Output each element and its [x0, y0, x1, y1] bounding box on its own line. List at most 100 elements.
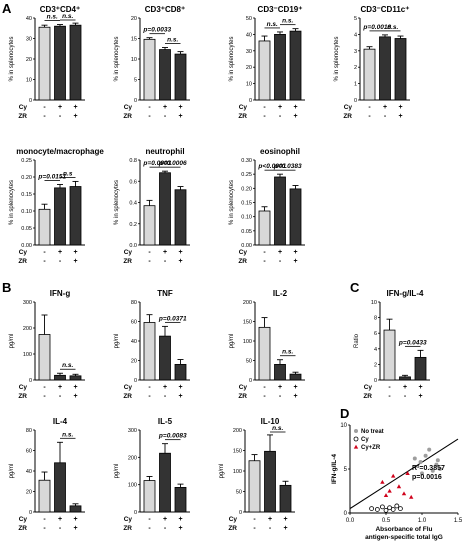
- y-tick-label-cd11c-0: 0: [354, 98, 357, 104]
- y-axis-label-tnf: pg/ml: [114, 334, 120, 349]
- bar-mono-1: [54, 187, 66, 246]
- y-tick-label-il10-3: 150: [233, 449, 242, 455]
- y-tick-label-mono-1: 0.05: [21, 226, 32, 232]
- group-label-zr-cd8: ZR: [123, 113, 132, 120]
- y-tick-label-eos-4: 0.20: [241, 186, 252, 192]
- bar-il4-0: [38, 479, 51, 513]
- y-tick-label-tnf-4: 80: [131, 300, 137, 306]
- sig-label-cd8-0: p=0.0033: [142, 27, 171, 34]
- zr-sign-il10-2: +: [283, 525, 287, 532]
- scatter-x-label-line1: Absorbance of Flu: [375, 526, 432, 533]
- zr-sign-il2-1: -: [279, 393, 282, 400]
- bar-il10-0: [248, 460, 261, 513]
- y-tick-label-cd8-0: 0: [134, 98, 137, 104]
- bar-chart-ratio: IFN-g/IL-4 Ratio 0 2 4 6 8 10 Cy ZR - + + - - + p=0.0433: [354, 289, 430, 400]
- cy-sign-tnf-1: +: [163, 384, 167, 391]
- legend-label-2: Cy+ZR: [361, 445, 381, 451]
- group-label-zr-ifng: ZR: [18, 393, 27, 400]
- cy-sign-il10-1: +: [268, 516, 272, 523]
- sig-label-mono-1: n.s: [63, 170, 73, 177]
- cy-sign-il4-0: -: [43, 516, 46, 523]
- chart-title-tnf: TNF: [157, 289, 173, 298]
- scatter-y-tick-label-0: 0: [344, 511, 348, 517]
- bar-il5-1: [159, 452, 171, 513]
- y-tick-label-il10-1: 50: [236, 490, 242, 496]
- scatter-x-label-line2: antigen-specific total IgG: [365, 534, 443, 541]
- cy-sign-tnf-0: -: [148, 384, 151, 391]
- bar-cd4-0: [38, 26, 51, 101]
- cy-sign-cd8-2: +: [178, 104, 182, 111]
- point-cyzr-3: [396, 484, 402, 489]
- group-label-zr-il2: ZR: [238, 393, 247, 400]
- sig-label-mono-0: p=0.0151: [37, 173, 66, 180]
- y-tick-label-il5-3: 300: [128, 428, 137, 434]
- point-cy-0: [369, 506, 375, 512]
- group-label-cy-il4: Cy: [19, 516, 28, 523]
- chart-title-cd4: CD3⁺CD4⁺: [40, 5, 80, 14]
- bar-neut-1: [159, 172, 171, 246]
- y-tick-label-mono-0: 0.00: [21, 243, 32, 249]
- group-label-zr-cd4: ZR: [18, 113, 27, 120]
- cy-sign-neut-0: -: [148, 249, 151, 256]
- sig-label-cd19-1: n.s.: [282, 18, 293, 25]
- scatter-y-label: IFN-g/IL-4: [331, 454, 338, 484]
- bar-mono-0: [38, 208, 51, 246]
- y-tick-label-cd4-3: 30: [26, 37, 32, 43]
- zr-sign-mono-0: -: [43, 258, 46, 265]
- cy-sign-ratio-0: -: [388, 384, 391, 391]
- group-label-cy-cd11c: Cy: [344, 104, 353, 111]
- cy-sign-cd19-0: -: [263, 104, 266, 111]
- chart-title-cd11c: CD3⁻CD11c⁺: [361, 5, 410, 14]
- y-tick-label-il10-2: 100: [233, 469, 242, 475]
- sig-label-neut-0: p=0.0003: [142, 160, 171, 167]
- zr-sign-il4-0: -: [43, 525, 46, 532]
- y-axis-label-il5: pg/ml: [114, 464, 120, 479]
- bar-ifng-1: [54, 374, 66, 381]
- y-tick-label-ratio-0: 0: [374, 378, 377, 384]
- y-tick-label-ratio-5: 10: [371, 300, 377, 306]
- group-label-zr-cd19: ZR: [238, 113, 247, 120]
- zr-sign-cd19-2: +: [293, 113, 297, 120]
- bar-cd11c-2: [394, 38, 407, 101]
- zr-sign-il4-2: +: [73, 525, 77, 532]
- y-tick-label-il4-0: 0: [29, 510, 32, 516]
- zr-sign-cd11c-0: -: [368, 113, 371, 120]
- chart-title-ratio: IFN-g/IL-4: [387, 289, 424, 298]
- sig-label-il2-0: n.s.: [282, 349, 293, 356]
- point-cy-2: [379, 504, 385, 510]
- sig-label-il4-0: n.s.: [62, 431, 73, 438]
- bar-eos-2: [289, 188, 302, 246]
- scatter-chart: 0.0 0.5 1.0 1.5 0 5 10 IFN-g/IL-4 Absorbance of …: [331, 423, 462, 541]
- y-tick-label-eos-1: 0.05: [241, 229, 252, 235]
- point-cyzr-4: [401, 491, 407, 496]
- scatter-y-tick-label-2: 10: [340, 423, 347, 429]
- y-tick-label-neut-4: 0.8: [129, 158, 137, 164]
- legend-label-1: Cy: [361, 437, 369, 443]
- cy-sign-il5-0: -: [148, 516, 151, 523]
- bar-il5-0: [143, 480, 156, 513]
- y-tick-label-cd8-1: 5: [134, 78, 137, 84]
- sig-label-cd11c-1: n.s.: [387, 24, 398, 31]
- y-axis-label-cd4: % in splenocytes: [9, 36, 15, 81]
- y-tick-label-cd19-0: 0: [249, 98, 252, 104]
- bar-ratio-1: [399, 376, 411, 381]
- group-label-cy-ifng: Cy: [19, 384, 28, 391]
- y-tick-label-ifng-0: 0: [29, 378, 32, 384]
- regression-line: [349, 438, 459, 510]
- bar-mono-2: [69, 186, 82, 246]
- bar-cd4-1: [54, 25, 66, 101]
- zr-sign-mono-2: +: [73, 258, 77, 265]
- group-label-cy-cd4: Cy: [19, 104, 28, 111]
- zr-sign-ratio-0: -: [388, 393, 391, 400]
- cy-sign-ratio-2: +: [418, 384, 422, 391]
- legend-marker-2: [353, 444, 359, 449]
- cy-sign-ifng-1: +: [58, 384, 62, 391]
- point-notreat-2: [427, 447, 432, 452]
- panel-letter-d: D: [340, 406, 349, 421]
- sig-label-cd4-0: n.s.: [47, 14, 58, 21]
- group-label-zr-eos: ZR: [238, 258, 247, 265]
- y-tick-label-cd4-0: 0: [29, 98, 32, 104]
- y-tick-label-cd4-1: 10: [26, 78, 32, 84]
- y-tick-label-cd11c-4: 4: [354, 32, 357, 38]
- legend-marker-0: [354, 429, 358, 433]
